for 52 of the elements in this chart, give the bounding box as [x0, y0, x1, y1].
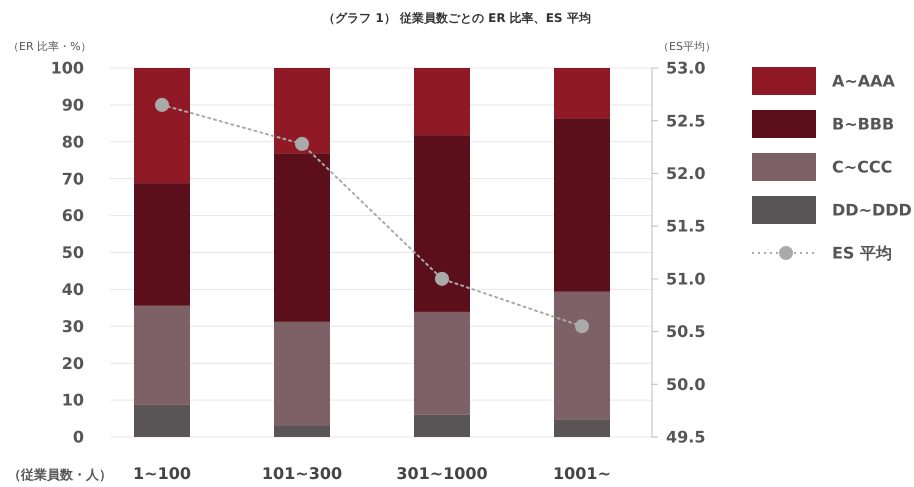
y-tick-label: 40: [62, 280, 84, 299]
y-tick-label: 60: [62, 206, 84, 226]
y-axis-title: （ER 比率・%）: [8, 40, 92, 53]
x-tick-label: 301~1000: [396, 464, 488, 483]
y-tick-label: 30: [62, 316, 84, 336]
y2-tick-label: 50.5: [666, 322, 706, 342]
y2-tick-label: 52.0: [666, 164, 706, 184]
y2-tick-label: 52.5: [666, 111, 706, 130]
bar: [274, 68, 330, 154]
bar: [554, 419, 610, 437]
legend-label: ES 平均: [832, 244, 892, 263]
bar: [274, 322, 330, 426]
y-tick-label: 50: [62, 243, 84, 262]
bar: [274, 426, 330, 437]
bar: [414, 68, 470, 136]
legend-label: C~CCC: [832, 158, 892, 177]
legend-label: B~BBB: [832, 114, 894, 134]
bar: [414, 135, 470, 312]
legend-label: DD~DDD: [832, 200, 912, 220]
bar: [414, 312, 470, 415]
bar: [134, 404, 190, 437]
y-tick-label: 10: [62, 390, 84, 410]
y2-tick-label: 53.0: [666, 58, 706, 78]
x-tick-label: 1~100: [133, 464, 191, 483]
bar: [134, 68, 190, 184]
y-tick-label: 0: [72, 428, 84, 447]
chart-title: （グラフ 1） 従業員数ごとの ER 比率、ES 平均: [323, 11, 591, 25]
y-tick-label: 70: [62, 169, 84, 188]
y-tick-label: 90: [62, 96, 84, 114]
y-tick-label: 100: [50, 58, 84, 78]
y2-tick-label: 51.5: [666, 216, 706, 236]
x-axis-title: （従業員数・人）: [8, 468, 112, 483]
y-tick-label: 80: [62, 132, 84, 152]
bar: [554, 292, 610, 420]
y2-tick-label: 49.5: [666, 428, 706, 447]
bar: [414, 414, 470, 437]
bar: [274, 153, 330, 322]
x-tick-label: 101~300: [262, 464, 342, 483]
y2-tick-label: 51.0: [666, 269, 706, 288]
point: [435, 272, 449, 286]
bar: [554, 118, 610, 292]
y2-axis-title: （ES平均）: [658, 40, 716, 53]
point: [575, 319, 589, 334]
x-tick-label: 1001~: [553, 464, 611, 483]
legend-label: A~AAA: [832, 72, 896, 91]
point: [155, 98, 169, 112]
bar: [134, 306, 190, 405]
bar: [134, 183, 190, 306]
point: [295, 136, 309, 151]
bar: [554, 68, 610, 118]
y-tick-label: 20: [62, 354, 84, 373]
y2-tick-label: 50.0: [666, 374, 706, 394]
